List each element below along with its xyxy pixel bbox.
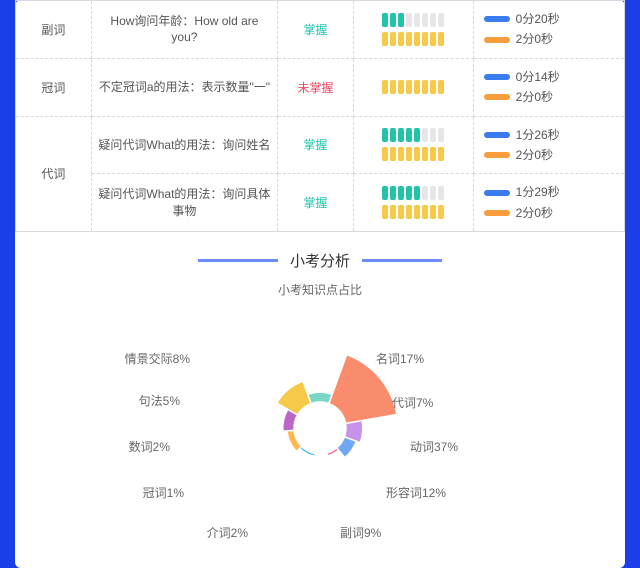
time-text: 2分0秒	[516, 29, 553, 49]
slice-label: 情景交际8%	[125, 350, 190, 367]
time-cell: 0分20秒2分0秒	[473, 1, 624, 59]
desc-cell: 疑问代词What的用法：询问具体事物	[91, 174, 278, 232]
time-cell: 1分29秒2分0秒	[473, 174, 624, 232]
time-pill	[484, 37, 510, 43]
time-text: 2分0秒	[516, 145, 553, 165]
report-card: 副词How询问年龄：How old are you?掌握0分20秒2分0秒冠词不…	[15, 0, 625, 568]
time-pill	[484, 94, 510, 100]
slice-label: 动词37%	[410, 438, 458, 455]
desc-cell: 不定冠词a的用法：表示数量"一"	[91, 58, 278, 116]
slice-label: 句法5%	[139, 392, 180, 409]
divider-left	[198, 259, 278, 262]
category-cell: 代词	[16, 116, 92, 232]
time-text: 1分26秒	[516, 125, 560, 145]
chart-title: 小考知识点占比	[15, 281, 625, 298]
table-row: 疑问代词What的用法：询问具体事物掌握 1分29秒2分0秒	[16, 174, 625, 232]
status-cell: 掌握	[278, 174, 354, 232]
slice-label: 代词7%	[392, 394, 433, 411]
category-cell: 副词	[16, 1, 92, 59]
category-cell: 冠词	[16, 58, 92, 116]
time-text: 2分0秒	[516, 203, 553, 223]
time-pill	[484, 16, 510, 22]
time-text: 0分20秒	[516, 9, 560, 29]
status-cell: 掌握	[278, 1, 354, 59]
time-text: 1分29秒	[516, 182, 560, 202]
slice-label: 冠词1%	[143, 484, 184, 501]
time-pill	[484, 190, 510, 196]
time-pill	[484, 210, 510, 216]
rose-chart: 名词17%代词7%动词37%形容词12%副词9%介词2%冠词1%数词2%句法5%…	[140, 308, 500, 548]
grammar-table: 副词How询问年龄：How old are you?掌握0分20秒2分0秒冠词不…	[15, 0, 625, 232]
time-pill	[484, 74, 510, 80]
time-cell: 1分26秒2分0秒	[473, 116, 624, 174]
slice-label: 形容词12%	[386, 484, 446, 501]
table-row: 冠词不定冠词a的用法：表示数量"一"未掌握 0分14秒2分0秒	[16, 58, 625, 116]
slice-label: 名词17%	[376, 350, 424, 367]
status-cell: 掌握	[278, 116, 354, 174]
time-cell: 0分14秒2分0秒	[473, 58, 624, 116]
slice-label: 副词9%	[340, 524, 381, 541]
section-header: 小考分析	[15, 250, 625, 271]
progress-cell	[353, 1, 473, 59]
progress-cell	[353, 58, 473, 116]
slice-label: 介词2%	[207, 524, 248, 541]
time-text: 0分14秒	[516, 67, 560, 87]
progress-cell	[353, 174, 473, 232]
progress-cell	[353, 116, 473, 174]
section-title: 小考分析	[290, 250, 350, 271]
desc-cell: How询问年龄：How old are you?	[91, 1, 278, 59]
slice-label: 数词2%	[129, 438, 170, 455]
status-cell: 未掌握	[278, 58, 354, 116]
desc-cell: 疑问代词What的用法：询问姓名	[91, 116, 278, 174]
time-pill	[484, 132, 510, 138]
table-row: 代词疑问代词What的用法：询问姓名掌握1分26秒2分0秒	[16, 116, 625, 174]
time-text: 2分0秒	[516, 87, 553, 107]
table-row: 副词How询问年龄：How old are you?掌握 0分20秒2分0秒	[16, 1, 625, 59]
divider-right	[362, 259, 442, 262]
time-pill	[484, 152, 510, 158]
